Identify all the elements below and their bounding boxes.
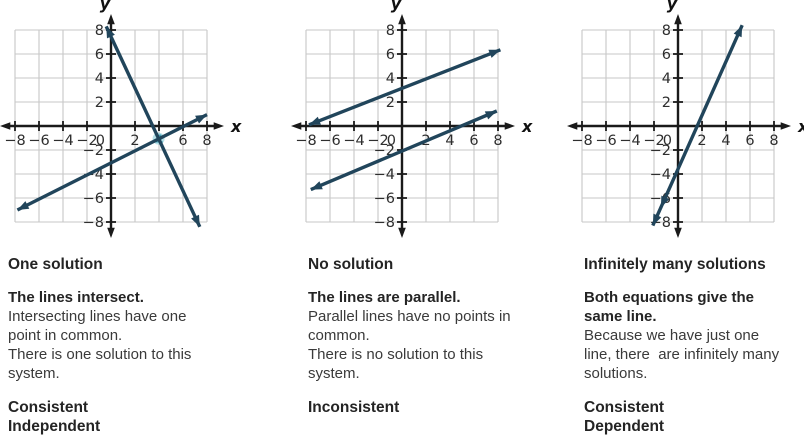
plotted-lines (308, 48, 502, 192)
caption-lead: The lines intersect. (8, 289, 144, 306)
axes (291, 14, 515, 238)
svg-text:−4: −4 (650, 167, 671, 183)
svg-text:−8: −8 (295, 133, 316, 149)
svg-text:−2: −2 (83, 143, 104, 159)
caption-tags: Consistent Dependent (584, 398, 789, 436)
tag-consistent: Consistent (584, 399, 665, 416)
svg-text:0: 0 (663, 133, 672, 149)
svg-text:6: 6 (178, 133, 187, 149)
svg-text:8: 8 (386, 23, 395, 39)
svg-text:−2: −2 (76, 133, 97, 149)
svg-text:−8: −8 (83, 215, 104, 231)
caption-body-1: Parallel lines have no points in common. (308, 308, 515, 344)
svg-text:4: 4 (386, 71, 395, 87)
svg-text:8: 8 (769, 133, 778, 149)
svg-text:−6: −6 (83, 191, 104, 207)
plotted-lines (651, 24, 744, 227)
svg-text:4: 4 (662, 71, 671, 87)
svg-text:2: 2 (662, 95, 671, 111)
caption-body-2: There is one solution to this system. (8, 346, 196, 382)
caption-body-2: There is no solution to this system. (308, 346, 488, 382)
tag-dependent: Dependent (584, 418, 665, 435)
svg-text:−6: −6 (319, 133, 340, 149)
svg-text:−2: −2 (650, 143, 671, 159)
svg-text:6: 6 (95, 47, 104, 63)
svg-text:6: 6 (662, 47, 671, 63)
axes (567, 14, 791, 238)
svg-text:4: 4 (721, 133, 730, 149)
svg-text:−8: −8 (571, 133, 592, 149)
caption-body-1: Because we have just one line, there are… (584, 327, 784, 382)
x-axis-label: x (797, 117, 804, 136)
svg-text:−2: −2 (367, 133, 388, 149)
caption-tags: Consistent Independent (8, 398, 213, 436)
caption-lead: The lines are parallel. (308, 289, 461, 306)
svg-text:0: 0 (387, 133, 396, 149)
plotted-lines (16, 25, 208, 228)
caption-lead: Both equations give the same line. (584, 289, 755, 325)
svg-text:2: 2 (95, 95, 104, 111)
svg-text:0: 0 (96, 133, 105, 149)
svg-text:−4: −4 (619, 133, 640, 149)
svg-text:2: 2 (386, 95, 395, 111)
svg-text:−6: −6 (374, 191, 395, 207)
y-axis-label: y (391, 0, 402, 13)
svg-text:−4: −4 (343, 133, 364, 149)
x-axis-label: x (521, 117, 533, 136)
caption-infinitely-many: Infinitely many solutions Both equations… (536, 255, 789, 436)
caption-one-solution: One solution The lines intersect. Inters… (0, 255, 213, 436)
svg-text:6: 6 (469, 133, 478, 149)
caption-title: One solution (8, 256, 103, 273)
svg-text:8: 8 (493, 133, 502, 149)
svg-text:−2: −2 (643, 133, 664, 149)
caption-no-solution: No solution The lines are parallel. Para… (268, 255, 513, 417)
x-axis-label: x (230, 117, 242, 136)
caption-title: Infinitely many solutions (584, 256, 766, 273)
svg-text:6: 6 (386, 47, 395, 63)
svg-text:2: 2 (697, 133, 706, 149)
svg-text:8: 8 (202, 133, 211, 149)
tag-independent: Independent (8, 418, 101, 435)
svg-text:−8: −8 (374, 215, 395, 231)
svg-text:2: 2 (130, 133, 139, 149)
tag-consistent: Consistent (8, 399, 89, 416)
y-axis-label: y (100, 0, 111, 13)
svg-text:6: 6 (745, 133, 754, 149)
svg-text:−6: −6 (28, 133, 49, 149)
svg-text:−4: −4 (374, 167, 395, 183)
svg-text:−8: −8 (4, 133, 25, 149)
caption-title: No solution (308, 256, 394, 273)
svg-text:−6: −6 (595, 133, 616, 149)
caption-tags: Inconsistent (308, 398, 513, 417)
svg-text:4: 4 (445, 133, 454, 149)
y-axis-label: y (667, 0, 678, 13)
tag-inconsistent: Inconsistent (308, 399, 400, 416)
svg-text:−4: −4 (52, 133, 73, 149)
svg-text:4: 4 (95, 71, 104, 87)
svg-text:8: 8 (95, 23, 104, 39)
svg-text:8: 8 (662, 23, 671, 39)
caption-body-1: Intersecting lines have one point in com… (8, 308, 191, 344)
